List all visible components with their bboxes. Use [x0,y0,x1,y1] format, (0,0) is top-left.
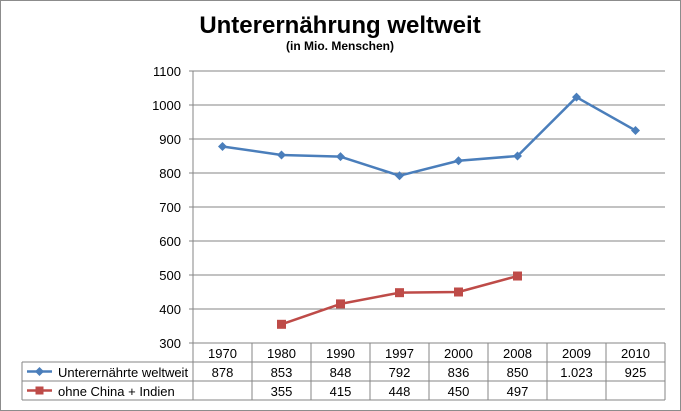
y-tick-label: 900 [159,132,181,147]
data-point-square [336,299,345,309]
data-table-cell: 355 [271,384,293,399]
y-tick-label: 800 [159,166,181,181]
x-tick-label: 2000 [444,346,473,361]
chart-subtitle: (in Mio. Menschen) [286,39,394,53]
legend-label: ohne China + Indien [58,384,175,399]
chart-title: Unterernährung weltweit [199,12,480,39]
data-table-cell: 850 [507,365,529,380]
legend-marker-diamond [35,367,44,376]
data-point-diamond [218,141,227,151]
y-tick-label: 600 [159,234,181,249]
data-point-diamond [454,156,463,166]
data-point-square [454,287,463,297]
y-tick-label: 500 [159,268,181,283]
x-tick-label: 1980 [267,346,296,361]
x-tick-label: 2009 [562,346,591,361]
data-table-cell: 792 [389,365,411,380]
data-table-cell: 878 [212,365,234,380]
data-table-cell: 415 [330,384,352,399]
data-point-square [395,288,404,298]
data-table-cell: 925 [625,365,647,380]
y-tick-label: 300 [159,336,181,351]
y-tick-label: 1100 [153,64,181,79]
series-line-1 [222,95,637,177]
data-table-cell: 1.023 [560,365,593,380]
data-point-diamond [513,151,522,161]
legend-marker-square [35,386,44,395]
x-tick-label: 2010 [621,346,650,361]
data-table-cell: 853 [271,365,293,380]
data-point-diamond [336,152,345,162]
data-point-diamond [277,150,286,160]
y-tick-label: 700 [159,200,181,215]
data-point-square [277,319,286,329]
data-table-cell: 450 [448,384,470,399]
data-point-square [513,271,522,281]
x-tick-label: 1990 [326,346,355,361]
y-tick-label: 400 [159,302,181,317]
x-tick-label: 2008 [503,346,532,361]
data-point-diamond [572,92,581,102]
series-line-2 [281,274,518,326]
data-point-diamond [631,126,640,135]
y-tick-label: 1000 [152,98,181,113]
legend-label: Unterernährte weltweit [58,365,188,380]
data-table-cell: 497 [507,384,529,399]
data-table-cell: 848 [330,365,352,380]
data-table-cell: 836 [448,365,470,380]
data-table-cell: 448 [389,384,411,399]
data-point-diamond [395,171,404,181]
x-tick-label: 1970 [208,346,237,361]
x-tick-label: 1997 [385,346,414,361]
